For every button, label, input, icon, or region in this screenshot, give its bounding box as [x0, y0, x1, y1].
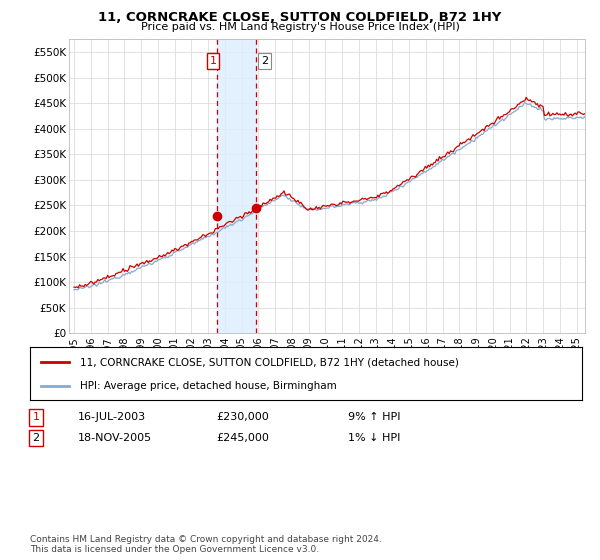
Text: 9% ↑ HPI: 9% ↑ HPI — [348, 412, 401, 422]
Bar — [217, 39, 256, 333]
Text: 11, CORNCRAKE CLOSE, SUTTON COLDFIELD, B72 1HY: 11, CORNCRAKE CLOSE, SUTTON COLDFIELD, B… — [98, 11, 502, 24]
Text: 18-NOV-2005: 18-NOV-2005 — [78, 433, 152, 443]
Text: Contains HM Land Registry data © Crown copyright and database right 2024.
This d: Contains HM Land Registry data © Crown c… — [30, 535, 382, 554]
Text: 1: 1 — [32, 412, 40, 422]
Text: £245,000: £245,000 — [216, 433, 269, 443]
Text: 2: 2 — [32, 433, 40, 443]
Text: £230,000: £230,000 — [216, 412, 269, 422]
Text: 1% ↓ HPI: 1% ↓ HPI — [348, 433, 400, 443]
Text: 16-JUL-2003: 16-JUL-2003 — [78, 412, 146, 422]
Text: 1: 1 — [209, 56, 217, 66]
Text: 11, CORNCRAKE CLOSE, SUTTON COLDFIELD, B72 1HY (detached house): 11, CORNCRAKE CLOSE, SUTTON COLDFIELD, B… — [80, 357, 458, 367]
Text: HPI: Average price, detached house, Birmingham: HPI: Average price, detached house, Birm… — [80, 380, 337, 390]
Text: 2: 2 — [261, 56, 268, 66]
Text: Price paid vs. HM Land Registry's House Price Index (HPI): Price paid vs. HM Land Registry's House … — [140, 22, 460, 32]
